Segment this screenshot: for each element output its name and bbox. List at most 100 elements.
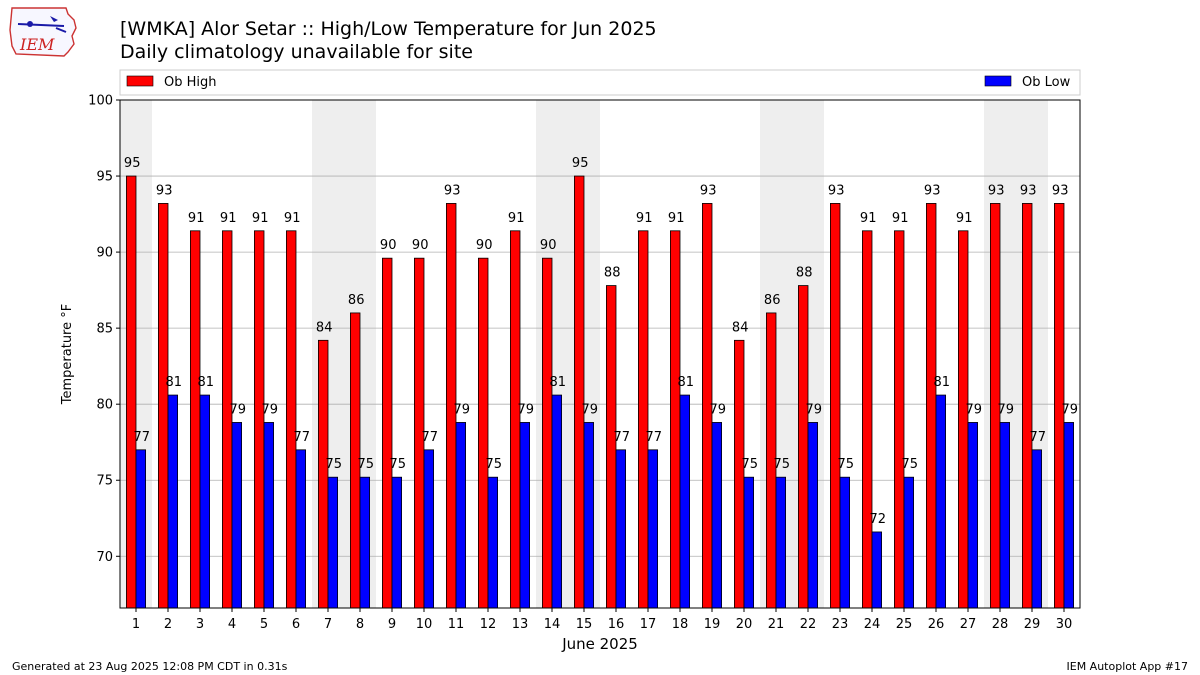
- y-gridlines: [120, 99, 1080, 557]
- x-tick-label: 22: [800, 617, 817, 632]
- bar-label-high: 93: [988, 183, 1005, 198]
- bar-low: [903, 476, 915, 609]
- bar-low: [999, 422, 1011, 609]
- x-tick-label: 30: [1056, 617, 1073, 632]
- bar-label-high: 93: [828, 183, 845, 198]
- x-tick-label: 10: [416, 617, 433, 632]
- bar-label-low: 79: [262, 402, 279, 417]
- legend-swatch-high: [126, 75, 154, 87]
- bar-low: [743, 476, 755, 609]
- x-tick-label: 29: [1024, 617, 1041, 632]
- bar-label-high: 90: [380, 238, 397, 253]
- bar-low: [519, 422, 531, 609]
- x-tick-label: 5: [260, 617, 268, 632]
- bar-label-low: 72: [870, 512, 887, 527]
- bar-high: [958, 230, 969, 609]
- bar-label-low: 79: [454, 402, 471, 417]
- bar-label-low: 81: [934, 375, 951, 390]
- bar-label-low: 79: [710, 402, 727, 417]
- bar-label-high: 90: [540, 238, 557, 253]
- bar-label-low: 81: [166, 375, 183, 390]
- bar-high: [830, 203, 841, 609]
- bar-label-high: 91: [892, 211, 909, 226]
- bar-label-high: 84: [732, 320, 749, 335]
- bar-label-low: 75: [838, 457, 855, 472]
- bar-label-high: 95: [572, 156, 589, 171]
- y-tick-label: 100: [88, 94, 113, 109]
- bar-label-high: 84: [316, 320, 333, 335]
- bar-high: [862, 230, 873, 609]
- x-tick-label: 26: [928, 617, 945, 632]
- bar-label-high: 91: [508, 211, 525, 226]
- bar-low: [487, 476, 499, 609]
- x-tick-label: 14: [544, 617, 561, 632]
- bar-label-low: 81: [550, 375, 567, 390]
- bar-high: [926, 203, 937, 609]
- bar-label-low: 75: [486, 457, 503, 472]
- legend-label-high: Ob High: [164, 75, 217, 90]
- bar-label-low: 75: [774, 457, 791, 472]
- bar-low: [1031, 449, 1043, 609]
- bar-high: [1022, 203, 1033, 609]
- bar-label-high: 95: [124, 156, 141, 171]
- bar-low: [167, 394, 179, 609]
- x-tick-label: 21: [768, 617, 785, 632]
- bar-label-high: 93: [700, 183, 717, 198]
- bar-low: [775, 476, 787, 609]
- bar-low: [391, 476, 403, 609]
- y-tick-label: 80: [96, 398, 113, 413]
- bar-high: [638, 230, 649, 609]
- bar-high: [798, 285, 809, 609]
- y-tick-label: 90: [96, 246, 113, 261]
- bar-low: [711, 422, 723, 609]
- bar-low: [263, 422, 275, 609]
- bar-label-high: 91: [860, 211, 877, 226]
- bar-low: [583, 422, 595, 609]
- y-tick-label: 70: [96, 550, 113, 565]
- bar-high: [285, 230, 297, 609]
- bar-low: [455, 422, 467, 609]
- bar-high: [477, 257, 489, 609]
- bar-low: [967, 422, 979, 609]
- bar-low: [647, 449, 659, 609]
- bar-low: [839, 476, 851, 609]
- legend-swatch-low: [984, 75, 1012, 87]
- bar-low: [615, 449, 627, 609]
- bar-label-high: 88: [796, 266, 813, 281]
- bar-low: [807, 422, 819, 609]
- bar-low: [679, 394, 691, 609]
- bar-value-labels: 95 93 91 91 91 91 84 86 90 90 93 90 91 90 95 88 91 91 93 84…: [124, 156, 1078, 527]
- bar-label-high: 91: [956, 211, 973, 226]
- bar-label-low: 77: [614, 430, 631, 445]
- x-tick-label: 6: [292, 617, 300, 632]
- bar-label-low: 75: [358, 457, 375, 472]
- bar-low: [551, 394, 563, 609]
- bar-high: [574, 175, 585, 609]
- y-axis: 70 75 80 85 90 95 100: [88, 94, 120, 565]
- bar-label-high: 93: [924, 183, 941, 198]
- x-tick-label: 16: [608, 617, 625, 632]
- x-tick-label: 20: [736, 617, 753, 632]
- x-tick-label: 7: [324, 617, 332, 632]
- bar-label-low: 79: [998, 402, 1015, 417]
- bar-low: [327, 476, 339, 609]
- x-tick-label: 23: [832, 617, 849, 632]
- x-tick-label: 25: [896, 617, 913, 632]
- bar-low: [231, 422, 243, 609]
- footer-generated: Generated at 23 Aug 2025 12:08 PM CDT in…: [12, 660, 288, 673]
- bar-label-high: 91: [636, 211, 653, 226]
- bar-high: [221, 230, 233, 609]
- bar-high: [157, 203, 169, 609]
- y-tick-label: 95: [96, 170, 113, 185]
- bar-label-high: 88: [604, 266, 621, 281]
- bar-label-high: 93: [444, 183, 461, 198]
- bar-high: [189, 230, 201, 609]
- bar-high: [381, 257, 393, 609]
- chart-subtitle: Daily climatology unavailable for site: [120, 41, 473, 63]
- bar-low: [359, 476, 371, 609]
- x-tick-label: 17: [640, 617, 657, 632]
- bar-low: [1063, 422, 1075, 609]
- plot-frame: [119, 99, 1081, 609]
- y-axis-label: Temperature °F: [60, 304, 75, 405]
